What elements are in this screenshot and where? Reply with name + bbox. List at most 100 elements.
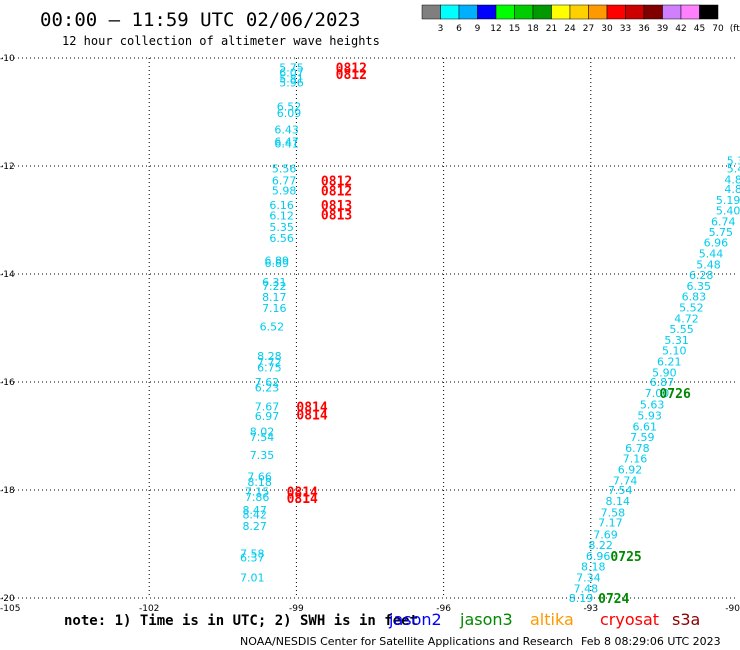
colorbar-swatch	[551, 4, 571, 20]
wave-height-value: 5.48	[696, 258, 721, 271]
colorbar-tick-label: 15	[509, 24, 520, 34]
wave-height-value: 7.48	[574, 582, 599, 595]
wave-height-value: 5.19	[716, 194, 740, 207]
wave-height-value: 7.34	[576, 571, 601, 584]
wave-height-value: 7.58	[240, 548, 265, 561]
wave-height-value: 5.40	[716, 204, 740, 217]
colorbar-tick-label: 30	[601, 24, 613, 34]
wave-height-value: 4.8	[724, 174, 740, 187]
y-tick-label: -20	[0, 594, 15, 604]
pass-time-label: 0724	[598, 592, 629, 607]
wave-height-value: 8.42	[242, 508, 267, 521]
wave-height-value: 7.22	[262, 280, 287, 293]
colorbar-tick-label: 42	[675, 24, 686, 34]
wave-height-value: 6.89	[265, 255, 290, 268]
wave-height-value: 6.52	[277, 101, 302, 114]
units-note: note: 1) Time is in UTC; 2) SWH is in fe…	[64, 613, 418, 629]
colorbar-swatch	[532, 4, 552, 20]
wave-height-value: 5.44	[699, 247, 724, 260]
wave-height-value: 7.86	[245, 491, 270, 504]
wave-height-value: 6.89	[265, 257, 290, 270]
footer-timestamp: Feb 8 08:29:06 UTC 2023	[581, 635, 721, 648]
wave-height-value: 7.35	[250, 449, 275, 462]
pass-time-label: 0814	[287, 486, 318, 501]
y-tick-label: -12	[0, 162, 15, 172]
chart-title: 00:00 – 11:59 UTC 02/06/2023	[40, 9, 360, 31]
wave-height-value: 6.78	[625, 442, 650, 455]
y-tick-label: -10	[0, 54, 15, 64]
wave-height-value: 6.47	[274, 136, 299, 149]
wave-height-value: 5.3	[727, 155, 740, 168]
wave-height-value: 8.02	[250, 426, 275, 439]
wave-height-value: 7.15	[245, 486, 270, 499]
wave-height-value: 6.07	[279, 67, 304, 80]
plot-grid	[2, 57, 738, 599]
colorbar-tick-label: 9	[475, 24, 481, 34]
wave-height-value: 6.37	[240, 552, 265, 565]
wave-height-value: 5.55	[669, 323, 694, 336]
wave-height-value: 5.93	[637, 409, 662, 422]
mission-label-jason2: jason2	[388, 610, 442, 629]
wave-height-value: 7.01	[240, 571, 265, 584]
colorbar-tick-label: 70	[712, 24, 724, 34]
x-tick-label: -102	[139, 604, 159, 614]
wave-height-value: 4.72	[674, 312, 699, 325]
wave-height-value: 8.22	[588, 539, 613, 552]
wave-height-value: 7.17	[598, 516, 623, 529]
colorbar-swatch	[680, 4, 700, 20]
footer-credit: NOAA/NESDIS Center for Satellite Applica…	[240, 635, 573, 648]
colorbar-tick-label: 12	[490, 24, 501, 34]
colorbar-swatch	[421, 4, 441, 20]
wave-height-value: 6.83	[682, 291, 707, 304]
wave-height-value: 7.54	[250, 431, 275, 444]
y-tick-label: -16	[0, 378, 15, 388]
pass-time-label: 0812	[321, 175, 352, 190]
wave-height-value: 5.98	[272, 184, 297, 197]
colorbar-swatch	[458, 4, 478, 20]
wave-height-value: 5.81	[279, 73, 304, 86]
wave-height-value: 4.8	[724, 183, 740, 196]
wave-height-value: 5.56	[272, 163, 297, 176]
wave-height-value: 5.4	[727, 163, 740, 176]
mission-label-jason3: jason3	[459, 610, 513, 629]
wave-height-value: 5.90	[652, 366, 677, 379]
chart-subtitle: 12 hour collection of altimeter wave hei…	[62, 34, 380, 48]
mission-label-s3a: s3a	[672, 610, 700, 629]
wave-height-value: 6.43	[274, 123, 299, 136]
wave-height-value: 7.69	[593, 528, 618, 541]
wave-height-value: 5.63	[640, 399, 665, 412]
colorbar-swatch	[514, 4, 534, 20]
wave-height-value: 6.28	[689, 269, 714, 282]
wave-height-value: 7.67	[255, 400, 280, 413]
wave-height-value: 6.52	[260, 320, 285, 333]
wave-height-value: 8.18	[581, 561, 606, 574]
x-tick-label: -93	[583, 604, 598, 614]
wave-height-value: 8.18	[247, 476, 272, 489]
wave-height-value: 7.54	[608, 484, 633, 497]
y-tick-label: -14	[0, 270, 15, 280]
wave-height-value: 6.35	[686, 280, 711, 293]
wave-height-value: 7.72	[257, 356, 282, 369]
colorbar-tick-label: 36	[638, 24, 650, 34]
wave-height-value: 6.97	[255, 410, 280, 423]
wave-height-value: 8.47	[242, 504, 267, 517]
wave-height-value: 7.16	[623, 453, 648, 466]
wave-height-value: 6.12	[269, 210, 294, 223]
colorbar-tick-label: 27	[583, 24, 594, 34]
colorbar-swatch	[699, 4, 719, 20]
wave-height-value: 5.31	[664, 334, 689, 347]
colorbar-swatch	[477, 4, 497, 20]
mission-label-cryosat: cryosat	[600, 610, 659, 629]
colorbar-tick-label: 24	[564, 24, 576, 34]
wave-height-value: 6.31	[262, 276, 287, 289]
wave-height-value: 5.75	[279, 62, 304, 75]
wave-height-points: 5.756.075.815.966.526.096.436.476.415.56…	[240, 62, 740, 605]
pass-time-label: 0812	[336, 68, 367, 83]
wave-height-value: 6.61	[633, 420, 658, 433]
wave-height-value: 7.62	[255, 376, 280, 389]
colorbar-swatch	[662, 4, 682, 20]
x-tick-label: -96	[436, 604, 451, 614]
colorbar-tick-label: 6	[456, 24, 462, 34]
